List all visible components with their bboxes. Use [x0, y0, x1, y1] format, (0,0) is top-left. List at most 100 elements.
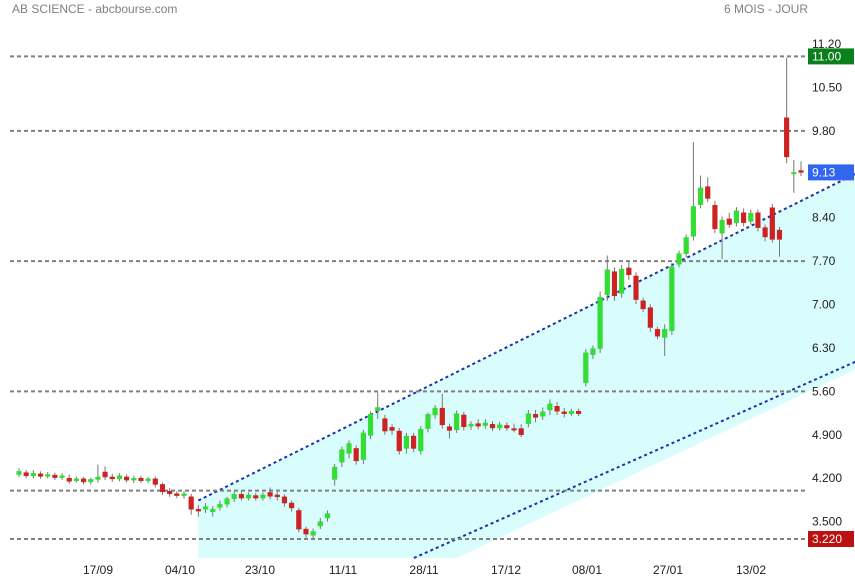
candle-body	[583, 352, 589, 383]
candle-body	[791, 172, 797, 175]
candle-body	[66, 477, 72, 482]
channel-fill	[198, 174, 855, 558]
badge-label: 11.00	[812, 49, 841, 63]
candle	[45, 472, 51, 479]
candle	[95, 464, 101, 483]
candle-body	[446, 426, 453, 431]
candle	[145, 476, 151, 484]
y-axis: 11.20 10.50 9.80 8.40 7.70 7.00 6.30 5.60 4.900 4…	[812, 37, 842, 529]
candle-body	[52, 474, 58, 478]
candle	[403, 432, 409, 454]
price-badge-low: 3.220	[808, 531, 854, 547]
candle-body	[769, 207, 775, 240]
candle-body	[776, 229, 783, 240]
x-tick-label: 17/12	[491, 563, 521, 577]
candle	[561, 408, 567, 418]
candle	[769, 204, 775, 243]
candle	[411, 432, 417, 453]
candle	[324, 510, 331, 522]
chart-title: AB SCIENCE - abcbourse.com	[12, 2, 178, 16]
candle-body	[690, 206, 696, 237]
candle-body	[303, 528, 309, 535]
candle-body	[159, 484, 166, 493]
candle-body	[705, 186, 711, 199]
y-tick-label: 7.70	[812, 254, 836, 268]
candle-body	[482, 422, 488, 426]
candle	[80, 476, 87, 485]
y-tick-label: 4.900	[812, 428, 842, 442]
candle	[697, 175, 704, 209]
x-tick-label: 28/11	[409, 563, 438, 577]
candle	[238, 491, 244, 501]
candle	[611, 267, 618, 301]
candle-body	[59, 475, 65, 478]
candle-body	[511, 428, 517, 431]
candle-body	[669, 266, 675, 331]
candle	[532, 409, 539, 423]
candle-body	[210, 508, 216, 512]
candle	[482, 419, 488, 429]
candle-body	[231, 494, 237, 499]
candle-body	[425, 414, 431, 429]
candle-body	[281, 496, 288, 504]
candle-body	[37, 473, 44, 477]
x-tick-label: 23/10	[245, 563, 275, 577]
trend-channel	[197, 172, 855, 559]
candle	[217, 500, 223, 511]
badge-box	[808, 48, 854, 65]
candle-body	[80, 478, 87, 483]
candle-body	[382, 418, 388, 432]
candle	[705, 177, 711, 203]
candle	[116, 473, 123, 482]
candle	[432, 405, 438, 419]
candle-body	[432, 407, 438, 416]
candle	[633, 272, 639, 304]
candle-body	[389, 427, 395, 431]
candle-body	[676, 253, 682, 265]
x-tick-label: 13/02	[736, 563, 766, 577]
candle	[461, 411, 467, 431]
candle	[755, 209, 761, 232]
candle-body	[174, 493, 180, 496]
candle	[274, 491, 280, 501]
candle	[30, 470, 36, 479]
candle-body	[489, 423, 496, 429]
candle	[798, 161, 804, 177]
candle-body	[95, 476, 101, 480]
candle	[296, 507, 302, 533]
candle	[37, 471, 44, 479]
candle-body	[16, 471, 22, 475]
candle-body	[23, 472, 29, 476]
candle-body	[145, 478, 151, 481]
candle-body	[317, 521, 323, 527]
candle	[475, 419, 481, 430]
candle-body	[662, 329, 668, 338]
candle-body	[741, 212, 747, 223]
candle-body	[461, 414, 467, 427]
candle	[454, 410, 460, 433]
x-axis: 17/09 04/10 23/10 11/11 28/11 17/12 08/01 27/01…	[83, 563, 766, 577]
candle-body	[289, 502, 295, 509]
y-tick-label: 3.500	[812, 515, 842, 529]
candle-body	[339, 449, 345, 463]
candle	[375, 392, 381, 419]
candle	[511, 423, 517, 433]
candle-body	[396, 430, 402, 452]
candle-body	[712, 205, 718, 230]
candle-body	[375, 407, 381, 411]
candle-body	[202, 506, 209, 510]
candle-body	[497, 424, 503, 429]
y-tick-label: 11.20	[812, 37, 841, 51]
candle	[446, 423, 453, 439]
badge-label: 9.13	[812, 165, 836, 179]
candle-body	[532, 414, 539, 418]
candle-body	[604, 269, 610, 295]
badge-label: 3.220	[812, 532, 842, 546]
candle	[317, 517, 323, 530]
candle-body	[748, 213, 754, 222]
candle-body	[418, 428, 424, 452]
candle	[662, 324, 668, 357]
candle-body	[124, 476, 130, 481]
candle	[152, 476, 158, 488]
candle-body	[73, 478, 79, 481]
